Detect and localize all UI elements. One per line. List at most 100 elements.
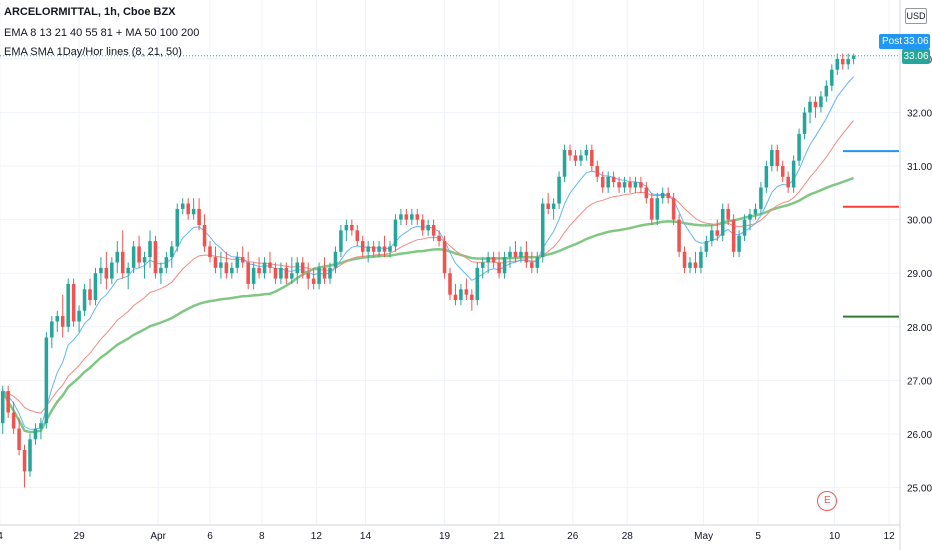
time-tick-label: 26 [567,531,579,542]
price-tick-label: 30.00 [907,216,932,227]
candle-body [715,230,720,236]
candle-body [682,251,687,268]
candle-body [851,55,856,59]
candle-body [480,262,485,268]
candle-body [148,241,152,258]
candle-body [355,230,360,242]
candle-body [519,251,523,258]
candle-body [28,439,32,472]
candle-body [595,166,600,177]
candle-body [382,246,387,252]
candle-body [819,96,823,108]
candle-body [486,257,490,263]
candle-body [530,262,534,268]
candle-body [655,198,660,220]
candle-body [235,257,240,268]
candle-body [137,246,141,263]
indicator-legend-daily-lines[interactable]: EMA SMA 1Day/Hor lines (8, 21, 50) [4,46,182,58]
candle-body [551,203,556,209]
candle-body [420,219,425,231]
candle-body [44,337,49,424]
candle-body [633,182,638,188]
time-tick-label: Apr [150,531,166,542]
candle-body [333,251,338,268]
time-tick-label: 12 [311,531,323,542]
candle-body [710,230,714,242]
candle-body [437,235,441,242]
candle-body [791,160,796,188]
candle-body [726,208,730,220]
candle-body [835,58,840,70]
candle-body [77,310,81,322]
candle-body [770,150,774,167]
candle-body [284,267,289,279]
currency-button[interactable]: USD [905,8,927,24]
candle-body [677,219,681,252]
time-axis[interactable]: 4 29 Apr 6 8 12 14 19 21 26 28 May 5 10 12 [0,524,900,542]
moving-averages [1,76,855,434]
last-price-tag: 33.06 [902,48,930,64]
indicator-legend-ema-ma[interactable]: EMA 8 13 21 40 55 81 + MA 50 100 200 [4,27,200,39]
candle-body [164,257,169,268]
candle-body [497,262,501,274]
candle-body [131,246,136,268]
candle-body [442,241,447,274]
candle-body [562,150,567,177]
candle-body [759,187,763,209]
candle-body [180,203,185,209]
candle-body [426,225,430,231]
candle-body [464,289,469,295]
price-tick-label: 26.00 [907,430,932,441]
time-tick-label: May [694,531,713,542]
candle-body [573,155,578,161]
candle-body [660,192,665,199]
candle-body [186,203,190,215]
candle-body [568,150,572,156]
candle-body [11,412,16,429]
candle-body [0,391,5,424]
candle-body [513,251,518,258]
price-axis[interactable]: 25.00 26.00 27.00 28.00 29.00 30.00 31.00 32.00… [899,0,932,550]
candle-body [797,133,801,161]
candle-body [208,246,212,258]
candle-body [846,58,850,65]
candle-body [251,267,256,284]
candle-body [617,182,621,188]
candle-body [502,257,507,274]
symbol-legend[interactable]: ARCELORMITTAL, 1h, Cboe BZX [4,6,176,18]
candle-body [300,262,305,274]
candle-body [453,294,458,300]
post-market-label: Post [879,34,906,49]
candle-body [388,246,392,252]
price-tick-label: 32.00 [907,109,932,120]
candle-body [622,182,627,188]
time-tick-label: 5 [755,531,761,542]
candle-body [290,273,294,279]
candle-body [344,225,349,231]
candle-body [666,192,670,199]
candle-body [219,262,223,268]
candle-body [55,316,60,322]
candle-body [535,257,540,268]
candle-body [360,241,365,252]
candle-body [840,58,845,65]
sma-50-line [1,176,855,434]
candle-body [322,267,327,279]
candle-body [704,241,709,252]
candle-body [295,262,300,274]
candle-body [66,283,70,327]
candlesticks [0,53,856,488]
candle-body [459,289,463,300]
candle-body [71,283,76,322]
candle-body [671,198,676,220]
earnings-marker[interactable]: E [817,491,838,511]
candle-body [824,85,829,97]
candle-body [611,176,616,183]
candle-body [366,246,370,252]
candle-body [371,246,376,252]
candle-body [22,450,27,472]
candle-body [120,251,125,274]
candle-body [202,225,207,247]
candle-body [39,423,43,429]
